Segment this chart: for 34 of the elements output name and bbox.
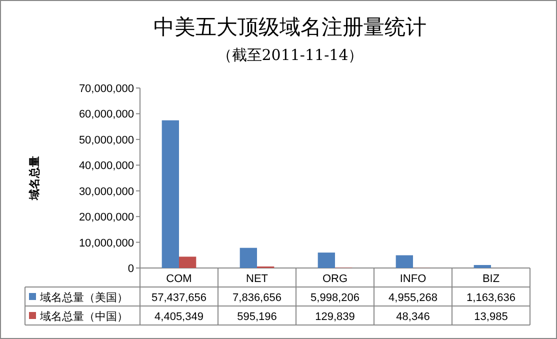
chart-subtitle: （截至2011-11-14） — [216, 46, 364, 64]
x-tick-label: COM — [166, 273, 192, 285]
data-label: 5,998,206 — [310, 292, 360, 304]
chart-title: 中美五大顶级域名注册量统计 — [154, 15, 426, 39]
data-label: 57,437,656 — [151, 292, 207, 304]
x-tick-label: NET — [246, 273, 268, 285]
y-tick-label: 0 — [128, 263, 134, 275]
x-tick-label: BIZ — [482, 273, 500, 285]
legend-label: 域名总量（中国） — [39, 310, 128, 323]
data-label: 129,839 — [315, 311, 355, 323]
data-label: 1,163,636 — [466, 292, 516, 304]
bar — [240, 248, 257, 268]
data-label: 48,346 — [396, 311, 430, 323]
bar — [179, 256, 196, 268]
y-tick-label: 30,000,000 — [78, 186, 134, 198]
bar — [318, 252, 335, 268]
data-label: 4,405,349 — [154, 311, 204, 323]
data-label: 13,985 — [474, 311, 508, 323]
bar — [396, 255, 413, 268]
y-tick-label: 10,000,000 — [78, 237, 134, 250]
legend-label: 域名总量（美国） — [39, 291, 128, 304]
bar — [474, 265, 491, 268]
data-label: 7,836,656 — [232, 292, 282, 304]
data-label: 4,955,268 — [388, 292, 438, 304]
x-tick-label: INFO — [400, 273, 427, 285]
y-tick-label: 70,000,000 — [78, 83, 134, 95]
y-axis-title: 域名总量 — [28, 156, 41, 201]
y-tick-label: 60,000,000 — [78, 108, 134, 121]
x-tick-label: ORG — [322, 273, 348, 285]
y-tick-label: 50,000,000 — [78, 134, 134, 146]
data-label: 595,196 — [237, 311, 277, 323]
bar — [162, 120, 179, 268]
y-tick-label: 20,000,000 — [78, 212, 134, 224]
y-tick-label: 40,000,000 — [78, 160, 134, 172]
